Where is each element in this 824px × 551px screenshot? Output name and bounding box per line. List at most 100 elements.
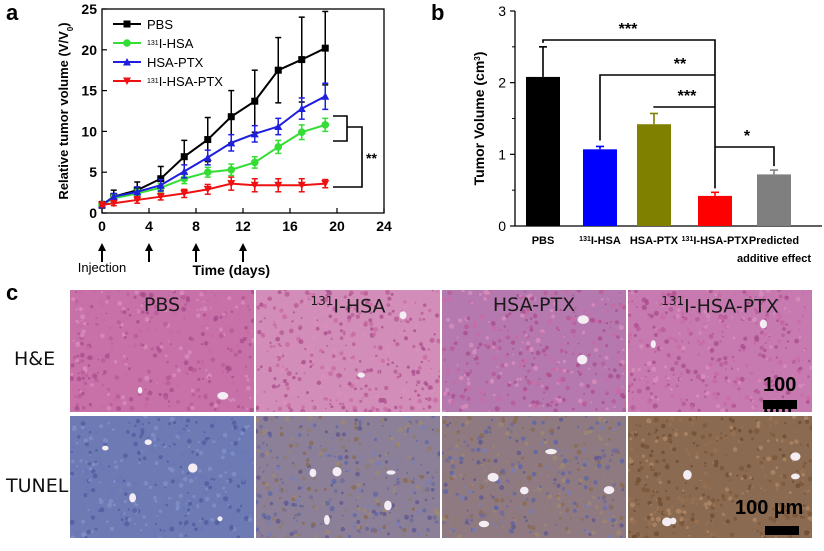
panel-label-a: a [6,0,19,25]
bar-2 [637,112,671,226]
y-tick-label: 10 [81,123,97,139]
x-category-label: PBS [532,235,555,247]
data-point [227,113,235,121]
significance-bracket [715,146,775,167]
x-tick-label: 24 [376,218,392,234]
y-tick-label: 2 [498,75,506,91]
significance-label: *** [619,21,638,38]
data-point [321,44,329,52]
micrograph-0-1: 131I-HSA [256,290,440,412]
y-axis-label: Tumor Volume (cm3) [471,52,487,186]
x-tick-label: 8 [192,218,200,234]
data-point [180,167,189,175]
legend-label: 131I-HSA [147,36,194,51]
y-tick-label: 0 [498,218,506,234]
x-category-label: 131I-HSA [579,235,621,247]
bar-1 [583,145,617,226]
bar [526,76,560,226]
data-point [203,153,212,162]
x-category-label-line2: additive effect [737,253,811,265]
y-tick-label: 1 [498,146,506,162]
micrograph-1-2 [442,416,626,538]
micrograph-0-2: HSA-PTX [442,290,626,412]
y-tick-label: 25 [81,1,97,17]
legend-item: PBS [113,17,173,32]
scale-bar [763,400,797,409]
column-title-0: PBS [143,294,181,316]
data-point [227,165,236,174]
injection-arrow [239,243,247,262]
data-point [250,181,259,190]
data-point [250,129,259,138]
legend-label: 131I-HSA-PTX [147,74,223,89]
column-title-3: 131I-HSA-PTX [661,294,779,318]
data-point [274,122,283,131]
series-HSA-PTX [98,82,330,209]
y-tick-label: 20 [81,42,97,58]
significance-label: *** [678,88,697,105]
significance-label: ** [366,150,377,166]
tumor-volume-bar-chart: 0 1 2 3 Tumor Volume (cm3) PBS 131I-HSA HSA-PTX… [471,3,822,265]
legend-item: HSA-PTX [113,55,204,70]
tissue-texture [70,290,254,412]
data-point [274,181,283,190]
x-category-label: 131I-HSA-PTX [682,235,749,247]
scale-bar-label: 100 µm [735,497,804,519]
data-point [250,158,259,167]
data-point [180,189,189,198]
data-point [297,104,306,113]
y-tick-label: 0 [89,205,97,221]
injection-arrow [192,243,200,262]
data-point [156,181,165,189]
legend-label: PBS [147,17,173,32]
data-point [251,97,259,105]
x-axis-label: Time (days) [192,262,270,278]
significance-label: * [744,128,751,145]
significance-label: ** [674,56,687,73]
x-category-label: Predicted [749,235,799,247]
series-PBS [98,10,329,209]
bar [637,124,671,226]
series-131I-HSA-PTX [98,176,330,209]
injection-arrow [98,243,106,262]
data-point [321,121,330,129]
column-title-2: HSA-PTX [492,294,576,316]
tissue-texture [70,416,254,538]
bar-0 [526,46,560,226]
data-point [274,66,282,74]
panel-label-c: c [6,280,19,305]
bar [583,149,617,226]
significance-bracket [333,115,363,188]
bar-3 [698,191,732,226]
data-point [180,174,189,183]
tissue-texture [628,416,812,538]
bar [698,195,732,226]
data-point [227,138,236,147]
data-point [203,185,212,194]
micrograph-1-3: 100 µm [628,416,812,538]
data-point [297,181,306,190]
data-point [274,143,283,151]
legend-item: 131I-HSA-PTX [113,74,223,89]
panel-label-b: b [431,0,445,25]
tissue-texture [256,416,440,538]
data-point [156,193,165,201]
micrograph-0-0: PBS [70,290,254,412]
data-point [227,180,236,188]
data-point [109,199,118,208]
data-point [109,192,118,201]
data-point [321,180,330,188]
data-point [321,92,330,100]
injection-arrow [145,243,153,262]
legend-item: 131I-HSA [113,36,194,51]
tissue-texture [442,290,626,412]
data-point [133,196,142,204]
row-label-0: H&E [14,348,56,370]
data-point [297,128,306,137]
x-tick-label: 16 [282,218,298,234]
column-title-1: 131I-HSA [310,294,386,318]
injection-label: Injection [78,260,126,275]
data-point [98,201,106,209]
x-tick-label: 20 [329,218,345,234]
